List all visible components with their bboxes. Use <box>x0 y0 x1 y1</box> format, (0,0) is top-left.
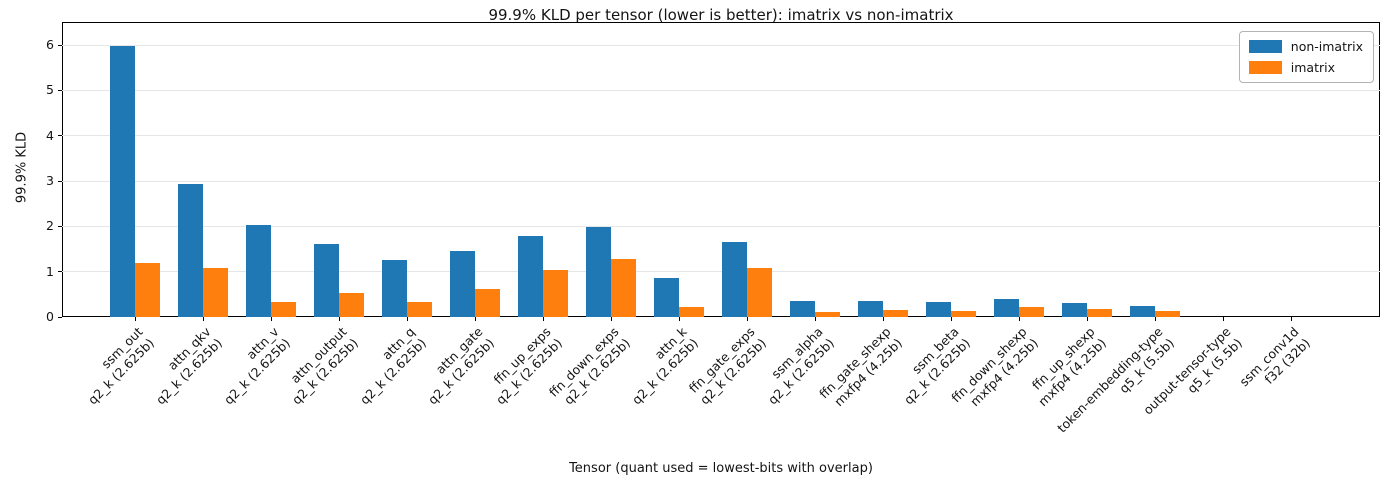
x-tick-mark <box>611 317 612 321</box>
y-tick-label: 1 <box>46 263 54 279</box>
x-tick-mark <box>271 317 272 321</box>
legend-label-imatrix: imatrix <box>1290 60 1335 75</box>
x-tick-mark <box>475 317 476 321</box>
x-tick-mark <box>1087 317 1088 321</box>
legend-item-imatrix: imatrix <box>1248 60 1363 75</box>
x-tick-mark <box>951 317 952 321</box>
x-tick-mark <box>1155 317 1156 321</box>
x-tick-mark <box>815 317 816 321</box>
legend-label-non-imatrix: non-imatrix <box>1290 39 1363 54</box>
x-tick-mark <box>543 317 544 321</box>
y-tick-label: 0 <box>46 309 54 324</box>
legend-swatch-imatrix <box>1248 61 1282 74</box>
plot-area <box>62 22 1380 317</box>
chart-title: 99.9% KLD per tensor (lower is better): … <box>488 6 954 24</box>
x-tick-mark <box>1019 317 1020 321</box>
x-tick-mark <box>883 317 884 321</box>
x-tick-mark <box>1291 317 1292 321</box>
legend: non-imatrix imatrix <box>1238 31 1374 83</box>
y-axis-label: 99.9% KLD <box>14 131 30 204</box>
legend-swatch-non-imatrix <box>1248 40 1282 53</box>
y-tick-label: 6 <box>46 37 54 52</box>
x-tick-mark <box>747 317 748 321</box>
x-tick-mark <box>203 317 204 321</box>
x-axis-label: Tensor (quant used = lowest-bits with ov… <box>569 461 873 476</box>
legend-item-non-imatrix: non-imatrix <box>1248 39 1363 54</box>
x-tick-mark <box>339 317 340 321</box>
x-tick-mark <box>679 317 680 321</box>
x-tick-mark <box>407 317 408 321</box>
x-tick-mark <box>135 317 136 321</box>
x-tick-mark <box>1223 317 1224 321</box>
